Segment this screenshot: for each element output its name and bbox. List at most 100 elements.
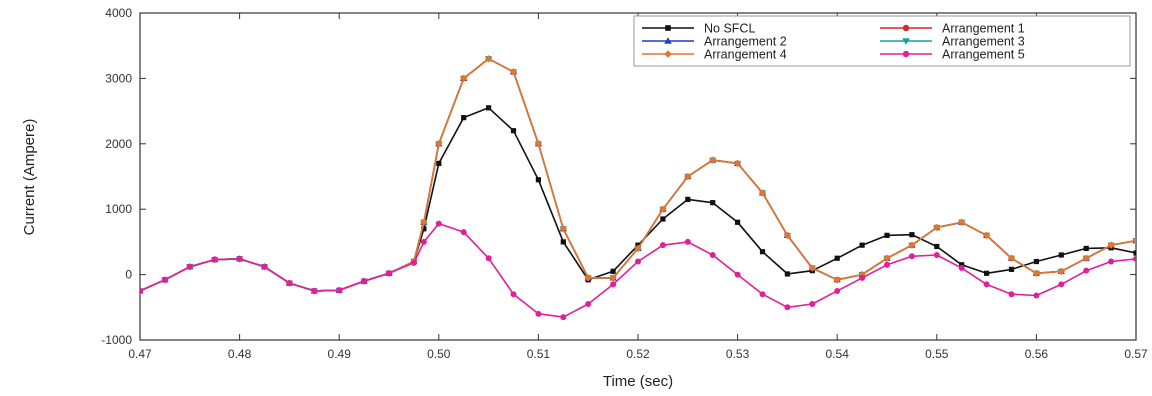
- data-point: [908, 253, 915, 260]
- data-point: [534, 140, 542, 148]
- data-point: [634, 244, 642, 253]
- x-axis-title: Time (sec): [603, 373, 673, 390]
- data-point: [460, 229, 467, 236]
- data-point: [460, 74, 468, 82]
- data-point: [759, 291, 766, 298]
- data-point: [783, 231, 791, 239]
- y-tick-label: 2000: [105, 137, 132, 151]
- data-point: [685, 196, 691, 202]
- data-point: [386, 270, 392, 277]
- data-point: [485, 255, 492, 262]
- data-point: [510, 128, 517, 134]
- data-point: [883, 254, 891, 262]
- legend-item: Arrangement 1: [880, 22, 1025, 36]
- legend-label: Arrangement 3: [942, 35, 1025, 49]
- data-point: [161, 276, 168, 283]
- data-point: [1033, 292, 1040, 299]
- y-tick-label: 1000: [105, 202, 132, 216]
- data-point: [509, 68, 518, 76]
- x-tick-label: 0.47: [128, 347, 152, 361]
- data-point: [435, 220, 442, 227]
- data-point: [659, 242, 666, 249]
- data-point: [859, 274, 866, 281]
- data-point: [1083, 245, 1089, 252]
- data-point: [660, 216, 666, 222]
- data-point: [834, 287, 841, 294]
- series-4: [140, 56, 1136, 295]
- data-point: [635, 258, 641, 265]
- data-point: [1133, 255, 1136, 262]
- y-tick-label: 3000: [105, 71, 132, 85]
- data-point: [983, 231, 991, 239]
- series-6: [140, 220, 1136, 321]
- data-point: [1057, 267, 1065, 275]
- legend-item: Arrangement 4: [642, 48, 787, 62]
- data-point: [585, 301, 592, 308]
- data-point: [958, 218, 966, 226]
- legend-item: Arrangement 2: [642, 35, 787, 49]
- data-point: [933, 251, 940, 258]
- data-point: [959, 262, 965, 268]
- x-tick-label: 0.55: [925, 347, 949, 361]
- data-point: [421, 226, 427, 232]
- data-point: [1108, 258, 1115, 265]
- data-point: [1083, 267, 1090, 274]
- data-point: [984, 270, 990, 276]
- data-point: [1033, 258, 1039, 265]
- data-point: [1008, 291, 1015, 298]
- legend-label: Arrangement 4: [704, 48, 787, 62]
- data-point: [485, 55, 493, 63]
- data-point: [510, 291, 517, 298]
- data-point: [436, 160, 442, 167]
- data-point: [684, 172, 692, 181]
- data-point: [420, 218, 428, 226]
- data-point: [1133, 250, 1136, 256]
- x-tick-label: 0.50: [427, 347, 451, 361]
- data-point: [884, 232, 890, 238]
- data-point: [1007, 254, 1016, 262]
- data-point: [286, 280, 293, 287]
- data-point: [784, 304, 791, 311]
- x-tick-label: 0.49: [328, 347, 352, 361]
- data-point: [784, 271, 790, 277]
- legend-swatch-marker: [665, 25, 671, 31]
- data-point: [610, 281, 617, 288]
- data-point: [410, 259, 417, 266]
- data-point: [859, 242, 865, 248]
- series-2: [140, 55, 1136, 294]
- series-5: [140, 55, 1136, 295]
- x-tick-label: 0.51: [527, 347, 551, 361]
- data-point: [884, 261, 890, 268]
- x-tick-label: 0.57: [1124, 347, 1148, 361]
- data-point: [361, 278, 368, 285]
- data-point: [709, 156, 717, 164]
- data-point: [535, 310, 542, 317]
- data-point: [584, 274, 592, 282]
- data-point: [420, 238, 427, 245]
- data-point: [1082, 254, 1090, 262]
- data-point: [1132, 236, 1136, 245]
- legend-swatch-marker: [902, 24, 910, 32]
- y-axis-title: Current (Ampere): [21, 119, 38, 236]
- data-point: [735, 219, 741, 225]
- legend-swatch-marker: [664, 37, 672, 44]
- data-point: [435, 140, 443, 148]
- data-point: [336, 287, 343, 294]
- data-point: [186, 263, 193, 270]
- legend-item: No SFCL: [642, 22, 755, 36]
- data-point: [609, 274, 617, 282]
- y-tick-label: 4000: [105, 6, 132, 20]
- series-1: [140, 105, 1136, 294]
- data-point: [1058, 252, 1064, 258]
- data-point: [834, 255, 840, 261]
- legend-label: Arrangement 5: [942, 48, 1025, 62]
- data-point: [983, 281, 990, 288]
- data-point: [833, 276, 841, 284]
- data-point: [560, 314, 567, 321]
- data-point: [758, 189, 767, 197]
- data-point: [610, 268, 616, 274]
- legend-swatch-marker: [902, 50, 910, 58]
- data-point: [311, 287, 318, 294]
- legend-swatch-marker: [664, 50, 672, 58]
